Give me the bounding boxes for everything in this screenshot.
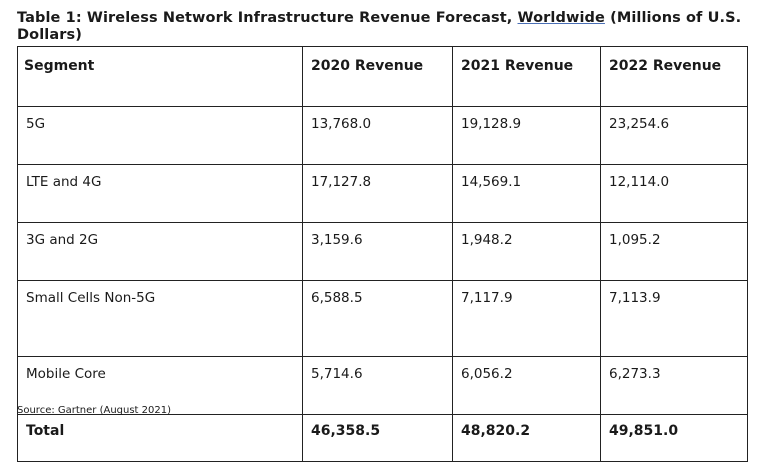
segment-cell: Small Cells Non-5G bbox=[17, 280, 303, 357]
table-row: Mobile Core 5,714.6 6,056.2 6,273.3 bbox=[17, 356, 748, 415]
caption-lead: Table 1: Wireless Network Infrastructure… bbox=[17, 10, 513, 26]
header-segment: Segment bbox=[17, 46, 303, 107]
header-2022-revenue: 2022 Revenue bbox=[600, 46, 748, 107]
table-row: 3G and 2G 3,159.6 1,948.2 1,095.2 bbox=[17, 222, 748, 281]
revenue-2021-cell: 7,117.9 bbox=[452, 280, 601, 357]
total-2020-cell: 46,358.5 bbox=[302, 414, 453, 462]
source-note: Source: Gartner (August 2021) bbox=[17, 405, 172, 416]
total-2021-cell: 48,820.2 bbox=[452, 414, 601, 462]
revenue-2020-cell: 5,714.6 bbox=[302, 356, 453, 415]
table-header-row: Segment 2020 Revenue 2021 Revenue 2022 R… bbox=[17, 46, 748, 107]
revenue-2022-cell: 7,113.9 bbox=[600, 280, 748, 357]
table-caption: Table 1: Wireless Network Infrastructure… bbox=[17, 10, 757, 44]
table-row: LTE and 4G 17,127.8 14,569.1 12,114.0 bbox=[17, 164, 748, 223]
segment-cell: 3G and 2G bbox=[17, 222, 303, 281]
table-row: Small Cells Non-5G 6,588.5 7,117.9 7,113… bbox=[17, 280, 748, 357]
revenue-2020-cell: 6,588.5 bbox=[302, 280, 453, 357]
revenue-2020-cell: 17,127.8 bbox=[302, 164, 453, 223]
revenue-2020-cell: 13,768.0 bbox=[302, 106, 453, 165]
revenue-2022-cell: 12,114.0 bbox=[600, 164, 748, 223]
caption-keyword: Worldwide bbox=[517, 10, 605, 26]
revenue-2022-cell: 23,254.6 bbox=[600, 106, 748, 165]
segment-cell: 5G bbox=[17, 106, 303, 165]
revenue-forecast-table: Segment 2020 Revenue 2021 Revenue 2022 R… bbox=[17, 46, 748, 462]
revenue-2022-cell: 6,273.3 bbox=[600, 356, 748, 415]
revenue-2021-cell: 1,948.2 bbox=[452, 222, 601, 281]
header-2021-revenue: 2021 Revenue bbox=[452, 46, 601, 107]
total-row: Total 46,358.5 48,820.2 49,851.0 bbox=[17, 414, 748, 462]
caption-tail: (Millions of U.S. Dollars) bbox=[17, 10, 742, 43]
table-row: 5G 13,768.0 19,128.9 23,254.6 bbox=[17, 106, 748, 165]
revenue-2020-cell: 3,159.6 bbox=[302, 222, 453, 281]
segment-cell: LTE and 4G bbox=[17, 164, 303, 223]
total-label-cell: Total bbox=[17, 414, 303, 462]
revenue-2021-cell: 19,128.9 bbox=[452, 106, 601, 165]
header-2020-revenue: 2020 Revenue bbox=[302, 46, 453, 107]
revenue-2022-cell: 1,095.2 bbox=[600, 222, 748, 281]
total-2022-cell: 49,851.0 bbox=[600, 414, 748, 462]
revenue-2021-cell: 6,056.2 bbox=[452, 356, 601, 415]
segment-cell: Mobile Core bbox=[17, 356, 303, 415]
revenue-2021-cell: 14,569.1 bbox=[452, 164, 601, 223]
